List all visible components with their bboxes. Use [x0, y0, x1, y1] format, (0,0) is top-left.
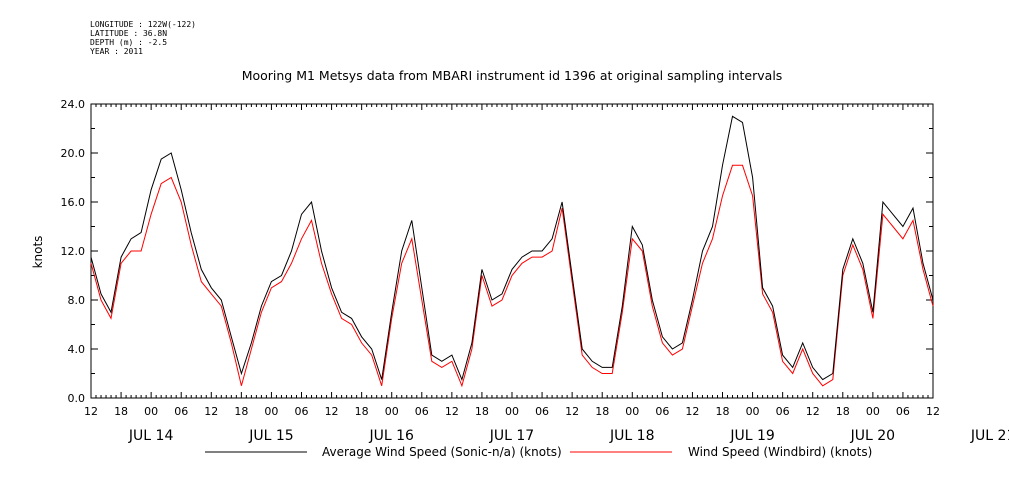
- y-tick-label: 4.0: [68, 343, 86, 356]
- x-tick-label: 00: [264, 405, 278, 418]
- legend-label-sonic: Average Wind Speed (Sonic-n/a) (knots): [322, 445, 562, 459]
- x-day-label: JUL 20: [850, 428, 895, 444]
- x-day-label: JUL 17: [489, 428, 534, 444]
- x-day-label: JUL 15: [248, 428, 293, 444]
- y-tick-label: 20.0: [61, 147, 86, 160]
- x-tick-label: 12: [806, 405, 820, 418]
- series-layer: [90, 115, 934, 388]
- depth-label: DEPTH (m) : -2.5: [90, 38, 168, 47]
- x-tick-label: 06: [415, 405, 429, 418]
- series-line-windbird: [90, 164, 934, 388]
- x-day-label: JUL 18: [609, 428, 654, 444]
- x-tick-label: 06: [174, 405, 188, 418]
- x-day-label: JUL 19: [729, 428, 774, 444]
- x-tick-label: 18: [595, 405, 609, 418]
- x-tick-label: 12: [204, 405, 218, 418]
- x-tick-label: 06: [655, 405, 669, 418]
- x-tick-label: 18: [716, 405, 730, 418]
- x-tick-label: 18: [836, 405, 850, 418]
- series-line-sonic: [90, 115, 934, 382]
- longitude-label: LONGITUDE : 122W(-122): [90, 20, 196, 29]
- x-tick-label: 00: [746, 405, 760, 418]
- chart-title: Mooring M1 Metsys data from MBARI instru…: [242, 68, 783, 83]
- x-tick-label: 12: [325, 405, 339, 418]
- x-tick-label: 18: [114, 405, 128, 418]
- x-tick-label: 12: [445, 405, 459, 418]
- x-tick-label: 00: [144, 405, 158, 418]
- x-tick-label: 18: [475, 405, 489, 418]
- x-tick-label: 06: [896, 405, 910, 418]
- legend-label-windbird: Wind Speed (Windbird) (knots): [688, 445, 872, 459]
- latitude-label: LATITUDE : 36.8N: [90, 29, 168, 38]
- x-tick-label: 12: [926, 405, 940, 418]
- x-tick-label: 12: [685, 405, 699, 418]
- y-tick-label: 24.0: [61, 98, 86, 111]
- x-tick-label: 12: [565, 405, 579, 418]
- x-tick-label: 06: [535, 405, 549, 418]
- x-tick-label: 06: [776, 405, 790, 418]
- x-day-label: JUL 21: [970, 428, 1009, 444]
- x-tick-label: 00: [625, 405, 639, 418]
- axis-ticks: 0.0 4.0 8.0 12.0 16.0 20.0 24.0 12 18 00 06 12 18 00 0…: [61, 98, 1009, 444]
- x-tick-label: 06: [295, 405, 309, 418]
- x-tick-label: 00: [385, 405, 399, 418]
- y-axis-label: knots: [31, 236, 45, 269]
- x-tick-label: 00: [505, 405, 519, 418]
- metadata-block: LONGITUDE : 122W(-122) LATITUDE : 36.8N …: [90, 20, 196, 56]
- y-tick-label: 12.0: [61, 245, 86, 258]
- x-day-label: JUL 16: [368, 428, 414, 444]
- x-tick-label: 18: [234, 405, 248, 418]
- y-tick-label: 16.0: [61, 196, 86, 209]
- y-tick-label: 8.0: [68, 294, 86, 307]
- x-tick-label: 00: [866, 405, 880, 418]
- y-tick-label: 0.0: [68, 392, 86, 405]
- year-label: YEAR : 2011: [90, 47, 143, 56]
- legend: Average Wind Speed (Sonic-n/a) (knots) Wi…: [205, 445, 872, 459]
- x-tick-label: 12: [84, 405, 98, 418]
- x-tick-label: 18: [355, 405, 369, 418]
- x-day-label: JUL 14: [128, 428, 174, 444]
